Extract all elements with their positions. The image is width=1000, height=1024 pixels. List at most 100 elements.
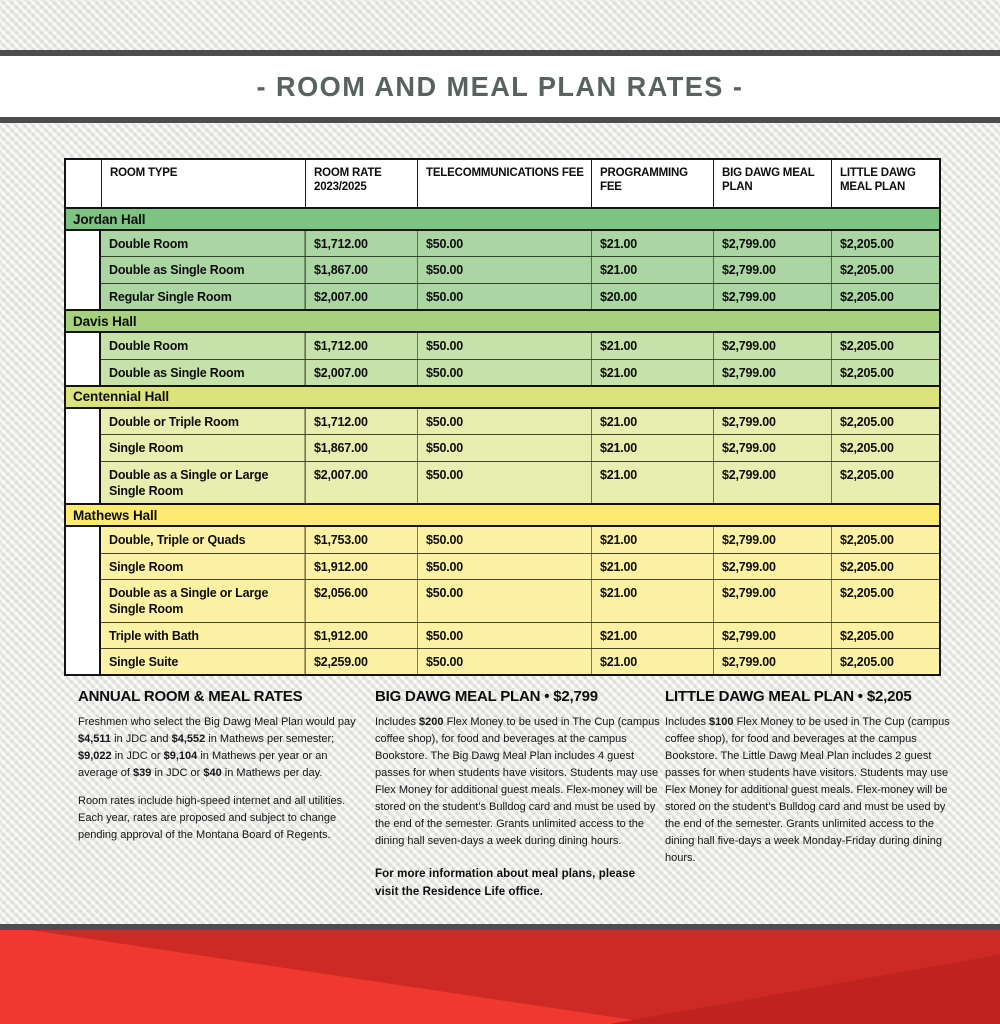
rates-table: ROOM TYPE ROOM RATE 2023/2025 TELECOMMUNIC… [64, 158, 941, 677]
value-cell-room-rate: $1,867.00 [305, 435, 417, 461]
gutter-cell [66, 231, 101, 310]
value-cell-room-rate: $1,712.00 [305, 408, 417, 435]
room-type-cell: Single Room [101, 553, 305, 580]
value-cell-programming-fee: $21.00 [591, 408, 713, 435]
value-cell-programming-fee: $21.00 [591, 257, 713, 283]
table-row: Single Room $1,912.00 $50.00 $21.00 $2,799.0… [101, 552, 939, 580]
value-cell-little-dawg-meal-plan: $2,205.00 [831, 333, 935, 359]
value-cell-little-dawg-meal-plan: $2,205.00 [831, 580, 935, 622]
hall-section-header: Davis Hall [66, 309, 939, 334]
note-big-dawg-meal-plan: BIG DAWG MEAL PLAN • $2,799 Includes $20… [375, 688, 660, 914]
value-cell-little-dawg-meal-plan: $2,205.00 [831, 553, 935, 580]
table-row: Double Room $1,712.00 $50.00 $21.00 $2,799.0… [101, 231, 939, 257]
hall-section-body: Double or Triple Room $1,712.00 $50.00 $21.… [66, 408, 939, 504]
note-paragraph: Room rates include high-speed internet a… [78, 795, 346, 842]
value-cell-little-dawg-meal-plan: $2,205.00 [831, 461, 935, 504]
value-cell-programming-fee: $21.00 [591, 553, 713, 580]
room-type-cell: Double as Single Room [101, 359, 305, 385]
value-cell-little-dawg-meal-plan: $2,205.00 [831, 648, 935, 675]
value-cell-programming-fee: $21.00 [591, 461, 713, 504]
value-cell-programming-fee: $21.00 [591, 359, 713, 385]
value-cell-telecommunications-fee: $50.00 [417, 231, 591, 257]
header-cell-room-rate: ROOM RATE 2023/2025 [305, 160, 417, 207]
value-cell-little-dawg-meal-plan: $2,205.00 [831, 359, 935, 385]
room-type-cell: Single Room [101, 435, 305, 461]
value-cell-big-dawg-meal-plan: $2,799.00 [713, 622, 831, 648]
table-row: Triple with Bath $1,912.00 $50.00 $21.00 $2,… [101, 621, 939, 648]
hall-section-header: Jordan Hall [66, 207, 939, 231]
gutter-cell [66, 527, 101, 675]
table-row: Double as a Single or Large Single Room $… [101, 460, 939, 504]
room-type-cell: Triple with Bath [101, 622, 305, 648]
value-cell-room-rate: $2,007.00 [305, 359, 417, 385]
value-cell-telecommunications-fee: $50.00 [417, 435, 591, 461]
value-cell-big-dawg-meal-plan: $2,799.00 [713, 257, 831, 283]
value-cell-room-rate: $1,912.00 [305, 553, 417, 580]
note-more-info: For more information about meal plans, p… [375, 868, 636, 899]
room-type-cell: Single Suite [101, 648, 305, 675]
table-header-row: ROOM TYPE ROOM RATE 2023/2025 TELECOMMUNIC… [66, 160, 939, 207]
value-cell-telecommunications-fee: $50.00 [417, 257, 591, 283]
hall-section: Jordan Hall Double Room $1,712.00 $50.00 $21… [66, 207, 939, 310]
header-cell-big-dawg-meal-plan: BIG DAWG MEAL PLAN [713, 160, 831, 207]
table-row: Double as a Single or Large Single Room $… [101, 579, 939, 622]
notes-section: ANNUAL ROOM & MEAL RATES Freshmen who se… [78, 688, 950, 914]
value-cell-big-dawg-meal-plan: $2,799.00 [713, 461, 831, 504]
value-cell-telecommunications-fee: $50.00 [417, 527, 591, 553]
hall-section: Mathews Hall Double, Triple or Quads $1,75… [66, 503, 939, 675]
hall-section-header: Centennial Hall [66, 384, 939, 409]
value-cell-big-dawg-meal-plan: $2,799.00 [713, 231, 831, 257]
hall-section: Centennial Hall Double or Triple Room $1,7… [66, 384, 939, 504]
value-cell-telecommunications-fee: $50.00 [417, 333, 591, 359]
note-paragraph: Freshmen who select the Big Dawg Meal Pl… [78, 716, 356, 780]
value-cell-big-dawg-meal-plan: $2,799.00 [713, 333, 831, 359]
hall-section-body: Double Room $1,712.00 $50.00 $21.00 $2,799.0… [66, 231, 939, 310]
value-cell-programming-fee: $21.00 [591, 333, 713, 359]
table-row: Double as Single Room $2,007.00 $50.00 $21.… [101, 358, 939, 385]
value-cell-room-rate: $2,259.00 [305, 648, 417, 675]
table-row: Regular Single Room $2,007.00 $50.00 $20.00… [101, 282, 939, 310]
value-cell-telecommunications-fee: $50.00 [417, 622, 591, 648]
header-cell-programming-fee: PROGRAMMING FEE [591, 160, 713, 207]
note-heading-little-dawg: LITTLE DAWG MEAL PLAN • $2,205 [665, 688, 912, 705]
value-cell-big-dawg-meal-plan: $2,799.00 [713, 359, 831, 385]
note-little-dawg-meal-plan: LITTLE DAWG MEAL PLAN • $2,205 Includes … [665, 688, 950, 914]
value-cell-room-rate: $1,867.00 [305, 257, 417, 283]
value-cell-programming-fee: $21.00 [591, 580, 713, 622]
table-row: Single Room $1,867.00 $50.00 $21.00 $2,799.0… [101, 434, 939, 461]
table-row: Single Suite $2,259.00 $50.00 $21.00 $2,799.… [101, 647, 939, 675]
table-row: Double Room $1,712.00 $50.00 $21.00 $2,799.0… [101, 333, 939, 359]
value-cell-telecommunications-fee: $50.00 [417, 359, 591, 385]
value-cell-programming-fee: $21.00 [591, 622, 713, 648]
value-cell-big-dawg-meal-plan: $2,799.00 [713, 283, 831, 310]
room-type-cell: Double or Triple Room [101, 408, 305, 435]
value-cell-little-dawg-meal-plan: $2,205.00 [831, 231, 935, 257]
value-cell-little-dawg-meal-plan: $2,205.00 [831, 527, 935, 553]
value-cell-programming-fee: $21.00 [591, 527, 713, 553]
gutter-cell [66, 408, 101, 504]
header-cell-gutter [66, 160, 101, 207]
note-annual-room-meal-rates: ANNUAL ROOM & MEAL RATES Freshmen who se… [78, 688, 360, 914]
value-cell-little-dawg-meal-plan: $2,205.00 [831, 283, 935, 310]
table-row: Double, Triple or Quads $1,753.00 $50.00 $2… [101, 527, 939, 553]
value-cell-room-rate: $2,007.00 [305, 283, 417, 310]
room-type-cell: Double Room [101, 231, 305, 257]
value-cell-telecommunications-fee: $50.00 [417, 283, 591, 310]
value-cell-room-rate: $1,712.00 [305, 333, 417, 359]
value-cell-programming-fee: $21.00 [591, 435, 713, 461]
room-type-cell: Double as a Single or Large Single Room [101, 580, 305, 622]
room-type-cell: Double, Triple or Quads [101, 527, 305, 553]
page-title: - ROOM AND MEAL PLAN RATES - [256, 70, 744, 102]
value-cell-big-dawg-meal-plan: $2,799.00 [713, 580, 831, 622]
gutter-cell [66, 333, 101, 385]
value-cell-telecommunications-fee: $50.00 [417, 648, 591, 675]
value-cell-telecommunications-fee: $50.00 [417, 408, 591, 435]
hall-section: Davis Hall Double Room $1,712.00 $50.00 $21.… [66, 309, 939, 385]
value-cell-programming-fee: $20.00 [591, 283, 713, 310]
value-cell-big-dawg-meal-plan: $2,799.00 [713, 435, 831, 461]
title-band: - ROOM AND MEAL PLAN RATES - [0, 56, 1000, 117]
value-cell-little-dawg-meal-plan: $2,205.00 [831, 435, 935, 461]
value-cell-big-dawg-meal-plan: $2,799.00 [713, 527, 831, 553]
table-body: Jordan Hall Double Room $1,712.00 $50.00 $21… [66, 207, 939, 675]
value-cell-programming-fee: $21.00 [591, 648, 713, 675]
